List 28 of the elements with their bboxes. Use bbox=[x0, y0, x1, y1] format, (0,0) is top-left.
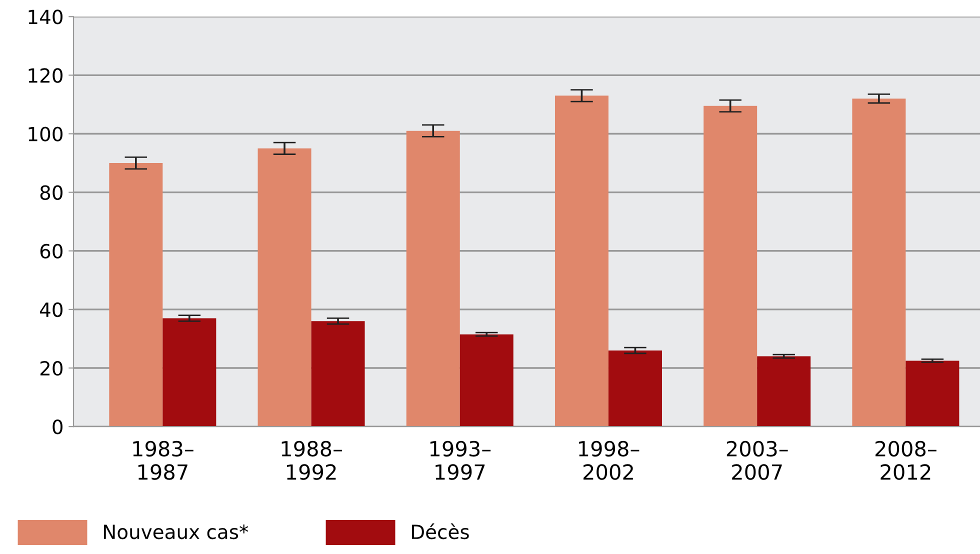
legend-label: Décès bbox=[412, 523, 469, 540]
y-tick-label: 60 bbox=[40, 244, 62, 259]
bar bbox=[757, 356, 811, 427]
y-tick-label: 40 bbox=[40, 302, 62, 318]
y-tick-label: 80 bbox=[40, 185, 62, 200]
x-tick-label: 1998– 2002 bbox=[579, 440, 640, 480]
x-tick-label: 2003– 2007 bbox=[726, 440, 788, 480]
x-tick-label: 1993– 1997 bbox=[430, 440, 491, 480]
x-tick-label: 2008– 2012 bbox=[876, 440, 936, 480]
bar bbox=[109, 163, 163, 427]
legend-label: Nouveaux cas* bbox=[104, 524, 248, 540]
bar bbox=[906, 360, 960, 427]
bar bbox=[162, 318, 216, 427]
y-tick-label: 120 bbox=[28, 68, 62, 83]
bar bbox=[608, 350, 662, 427]
bar bbox=[311, 321, 365, 427]
x-tick-label: 1983– 1987 bbox=[133, 440, 194, 480]
y-tick-label: 140 bbox=[28, 10, 62, 24]
y-tick-label: 20 bbox=[40, 360, 62, 376]
x-tick-label: 1988– 1992 bbox=[282, 440, 342, 480]
bar bbox=[460, 334, 514, 427]
bar bbox=[704, 106, 758, 427]
y-tick-label: 0 bbox=[52, 420, 62, 434]
bar bbox=[406, 130, 460, 427]
y-tick-label: 100 bbox=[28, 126, 62, 142]
bar bbox=[258, 148, 312, 427]
bar bbox=[554, 96, 608, 427]
bar bbox=[852, 98, 906, 427]
